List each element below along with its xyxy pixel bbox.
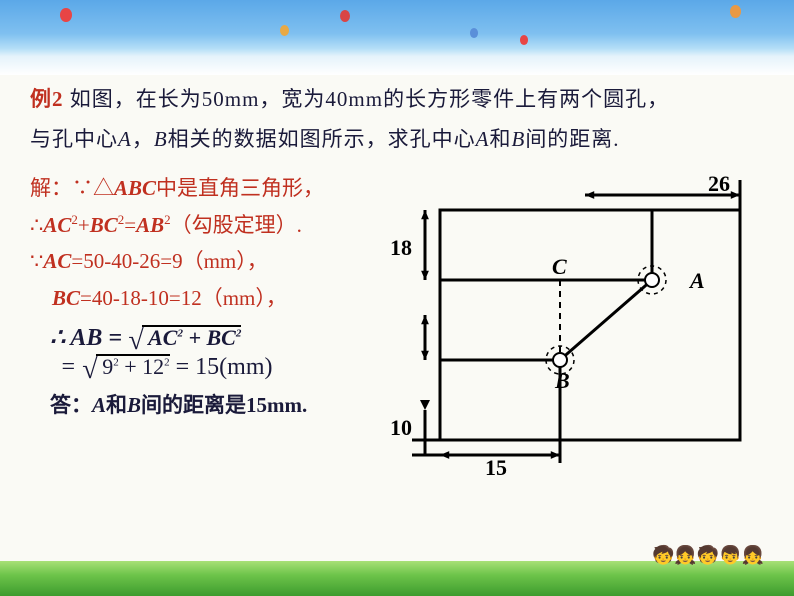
geometry-diagram: A B C 26 18 10 15 xyxy=(390,175,780,475)
text: 如图，在长为 xyxy=(64,87,202,111)
balloon-icon xyxy=(60,8,72,22)
var: AC xyxy=(43,213,71,237)
pt: A xyxy=(92,393,106,417)
pt: B xyxy=(127,393,141,417)
point-A: A xyxy=(118,127,132,151)
calc: =40-18-10=12（mm）， xyxy=(80,286,287,310)
text: 中是直角三角形， xyxy=(156,176,324,200)
text: 和 xyxy=(106,393,127,417)
dim: 50mm xyxy=(202,87,260,111)
eq: = xyxy=(60,354,82,380)
svg-text:26: 26 xyxy=(708,175,730,196)
text: 相关的数据如图所示，求孔中心 xyxy=(168,127,476,151)
text: 解：∵△ xyxy=(30,176,114,200)
balloon-icon xyxy=(340,10,350,22)
solution-block: 解：∵△ABC中是直角三角形， ∴AC2+BC2=AB2（勾股定理）. ∵AC=… xyxy=(30,170,390,317)
svg-text:A: A xyxy=(688,268,705,293)
var: AB xyxy=(136,213,164,237)
point-A: A xyxy=(476,127,490,151)
point-B: B xyxy=(154,127,168,151)
balloon-icon xyxy=(730,5,741,18)
problem-statement: 例2 如图，在长为50mm，宽为40mm的长方形零件上有两个圆孔， 与孔中心A，… xyxy=(30,80,770,160)
grass-banner xyxy=(0,561,794,596)
balloon-icon xyxy=(470,28,478,38)
calc: =50-40-26=9（mm）， xyxy=(71,249,267,273)
dim: 40mm xyxy=(325,87,383,111)
balloon-icon xyxy=(520,35,528,45)
radicand: AC2 + BC2 xyxy=(128,323,241,350)
text: ∴ xyxy=(30,213,43,237)
op: + xyxy=(78,213,90,237)
kids-graphic: 🧒👧🧒👦👧 xyxy=(652,545,764,566)
text: 答： xyxy=(50,393,92,417)
svg-text:15: 15 xyxy=(485,455,507,475)
var: BC xyxy=(52,286,80,310)
svg-text:B: B xyxy=(554,368,570,393)
text: ，宽为 xyxy=(259,87,325,111)
svg-text:18: 18 xyxy=(390,235,412,260)
var: AC xyxy=(43,249,71,273)
point-B: B xyxy=(511,127,525,151)
example-label: 例2 xyxy=(30,87,64,111)
lhs: ∴ AB = xyxy=(50,325,128,351)
text: 和 xyxy=(489,127,511,151)
result: = 15(mm) xyxy=(170,354,273,380)
text: ， xyxy=(132,127,154,151)
var: BC xyxy=(90,213,118,237)
op: = xyxy=(124,213,136,237)
text: 间的距离. xyxy=(525,127,619,151)
text: 间的距离是15mm. xyxy=(141,393,307,417)
text: 与孔中心 xyxy=(30,127,118,151)
balloon-icon xyxy=(280,25,289,36)
text: （勾股定理）. xyxy=(171,213,302,237)
sky-banner xyxy=(0,0,794,75)
text: ∵ xyxy=(30,249,43,273)
svg-text:C: C xyxy=(552,254,567,279)
tri: ABC xyxy=(114,176,156,200)
svg-text:10: 10 xyxy=(390,415,412,440)
text: 的长方形零件上有两个圆孔， xyxy=(383,87,669,111)
